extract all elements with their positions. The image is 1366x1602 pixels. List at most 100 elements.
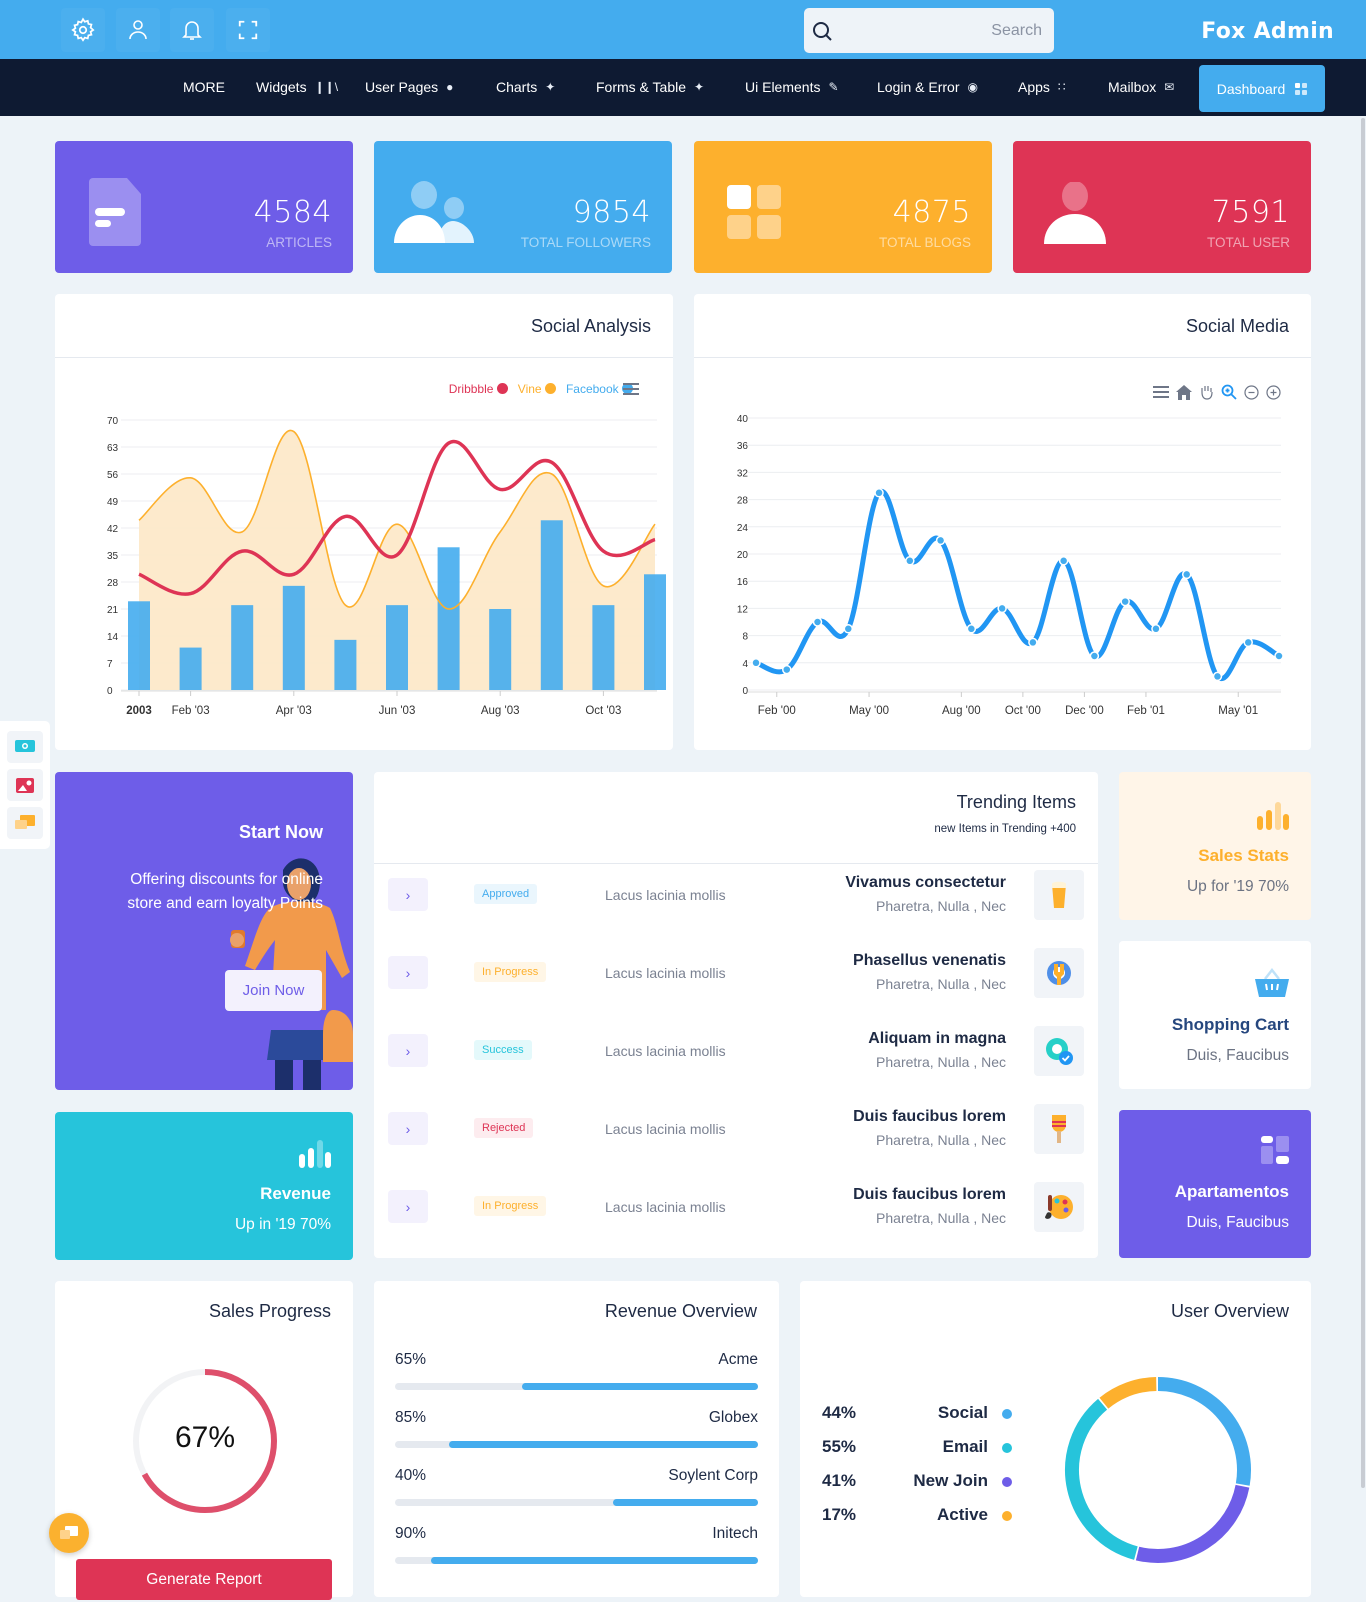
svg-text:0: 0 xyxy=(742,686,748,697)
generate-report-button[interactable]: Generate Report xyxy=(76,1559,332,1600)
search-input[interactable]: Search xyxy=(804,8,1054,53)
chevron-right-icon: › xyxy=(405,1198,411,1215)
user-percent: 41% xyxy=(822,1471,857,1490)
item-name[interactable]: Vivamus consectetur xyxy=(845,874,1006,891)
mini-card-title: Sales Stats xyxy=(1198,846,1289,865)
svg-text:Oct '03: Oct '03 xyxy=(585,705,621,717)
legend-dribbble[interactable]: Dribbble xyxy=(449,382,508,396)
zoom-reset-icon[interactable] xyxy=(1266,384,1281,400)
notifications-button[interactable] xyxy=(170,8,214,52)
legend-dot xyxy=(1002,1511,1012,1521)
item-name[interactable]: Aliquam in magna xyxy=(868,1030,1006,1047)
svg-text:Apr '03: Apr '03 xyxy=(276,705,312,717)
quick-action-image[interactable] xyxy=(7,769,43,801)
status-badge: In Progress xyxy=(474,1196,547,1216)
fullscreen-button[interactable] xyxy=(226,8,270,52)
stat-card-followers: 9854 TOTAL FOLLOWERS xyxy=(374,141,672,273)
legend-vine[interactable]: Vine xyxy=(518,382,556,396)
home-icon[interactable] xyxy=(1176,384,1192,400)
nav-item-user-pages[interactable]: User Pages ● xyxy=(365,79,453,95)
svg-text:4: 4 xyxy=(742,659,748,670)
svg-text:8: 8 xyxy=(742,632,748,643)
item-name[interactable]: Duis faucibus lorem xyxy=(853,1186,1006,1203)
stat-label: TOTAL FOLLOWERS xyxy=(520,235,651,250)
document-icon xyxy=(89,178,141,246)
nav-label: Login & Error xyxy=(877,79,960,95)
open-item-button[interactable]: › xyxy=(388,1112,428,1145)
fullscreen-icon xyxy=(238,20,258,40)
trending-items-card: Trending Items new Items in Trending +40… xyxy=(374,772,1098,1258)
mini-card-subtitle: Duis, Faucibus xyxy=(1186,1047,1289,1064)
settings-button[interactable] xyxy=(61,8,105,52)
item-tags: Pharetra, Nulla , Nec xyxy=(876,898,1006,914)
user-overview-card: User Overview 44% Social 55% Email 41% New Jo… xyxy=(800,1281,1311,1597)
legend-label: Dribbble xyxy=(448,382,494,396)
item-name[interactable]: Duis faucibus lorem xyxy=(853,1108,1006,1125)
menu-icon[interactable] xyxy=(1153,386,1169,398)
main-nav: MORE Widgets ❙❙\ User Pages ● Charts ✦ Form… xyxy=(0,59,1366,116)
revenue-title: Revenue xyxy=(260,1184,331,1203)
svg-text:Feb '03: Feb '03 xyxy=(172,705,210,717)
search-placeholder: Search xyxy=(991,22,1042,39)
zoom-out-icon[interactable] xyxy=(1244,384,1259,400)
divider xyxy=(55,357,673,358)
nav-item-widgets[interactable]: Widgets ❙❙\ xyxy=(256,79,338,95)
revenue-row: 90% Initech xyxy=(395,1525,758,1573)
svg-text:Aug '03: Aug '03 xyxy=(481,705,520,717)
profile-button[interactable] xyxy=(116,8,160,52)
nav-item-forms-table[interactable]: Forms & Table ✦ xyxy=(596,79,704,95)
svg-text:Oct '00: Oct '00 xyxy=(1005,705,1041,717)
item-description: Lacus lacinia mollis xyxy=(605,1043,726,1059)
blocks-icon xyxy=(727,185,781,239)
svg-text:35: 35 xyxy=(107,551,119,562)
image-icon xyxy=(16,777,34,793)
zoom-in-icon[interactable] xyxy=(1221,384,1237,400)
stat-value: 7591 xyxy=(1211,195,1290,230)
nav-label: MORE xyxy=(183,79,225,95)
user-icon xyxy=(1044,182,1106,244)
open-item-button[interactable]: › xyxy=(388,878,428,911)
quick-action-chat[interactable] xyxy=(7,807,43,839)
item-name[interactable]: Phasellus venenatis xyxy=(853,952,1006,969)
nav-item-charts[interactable]: Charts ✦ xyxy=(496,79,555,95)
trending-row: › In Progress Lacus lacinia mollis Phase… xyxy=(374,942,1098,1020)
sales-progress-value: 67% xyxy=(174,1421,236,1454)
company-name: Globex xyxy=(708,1409,758,1426)
brand-logo[interactable]: Fox Admin xyxy=(1201,19,1334,44)
nav-item-more[interactable]: MORE xyxy=(183,79,225,95)
user-overview-row: 17% Active xyxy=(822,1505,1012,1535)
mini-card-title: Shopping Cart xyxy=(1171,1015,1289,1034)
legend-dot xyxy=(1002,1477,1012,1487)
revenue-card: Revenue Up in '19 70% xyxy=(55,1112,353,1260)
progress-track xyxy=(395,1383,758,1390)
open-item-button[interactable]: › xyxy=(388,1190,428,1223)
revenue-subtitle: Up in '19 70% xyxy=(234,1216,331,1233)
open-item-button[interactable]: › xyxy=(388,956,428,989)
chevron-right-icon: › xyxy=(405,886,411,903)
company-name: Soylent Corp xyxy=(668,1467,758,1484)
company-name: Initech xyxy=(712,1525,758,1542)
chevron-right-icon: › xyxy=(405,1042,411,1059)
svg-text:28: 28 xyxy=(107,578,119,589)
user-overview-donut xyxy=(1065,1377,1251,1563)
inbox-icon: ✉ xyxy=(1164,80,1175,94)
nav-item-dashboard[interactable]: Dashboard xyxy=(1199,65,1325,112)
chevron-right-icon: › xyxy=(405,1120,411,1137)
progress-track xyxy=(395,1557,758,1564)
nav-item-login-error[interactable]: Login & Error ◉ xyxy=(877,79,978,95)
nav-item-mailbox[interactable]: Mailbox ✉ xyxy=(1108,79,1174,95)
nav-item-ui-elements[interactable]: Ui Elements ✎ xyxy=(745,79,839,95)
svg-text:28: 28 xyxy=(737,496,749,507)
chart-menu-icon[interactable] xyxy=(623,383,639,395)
quick-action-camera[interactable] xyxy=(7,731,43,763)
record-icon: ◉ xyxy=(967,80,978,94)
apartamentos-card: Apartamentos Duis, Faucibus xyxy=(1119,1110,1311,1258)
social-media-chart: 0 4 8 12 16 20 24 28 32 36 40 Feb '00 May '00 Aug '00… xyxy=(737,414,1284,717)
nav-item-apps[interactable]: Apps ∷ xyxy=(1018,79,1066,95)
floating-chat-button[interactable] xyxy=(49,1513,89,1553)
join-now-button[interactable]: Join Now xyxy=(225,970,322,1011)
page-scrollbar[interactable] xyxy=(1361,118,1365,1488)
legend-dot xyxy=(1002,1409,1012,1419)
open-item-button[interactable]: › xyxy=(388,1034,428,1067)
pan-icon[interactable] xyxy=(1199,384,1214,400)
